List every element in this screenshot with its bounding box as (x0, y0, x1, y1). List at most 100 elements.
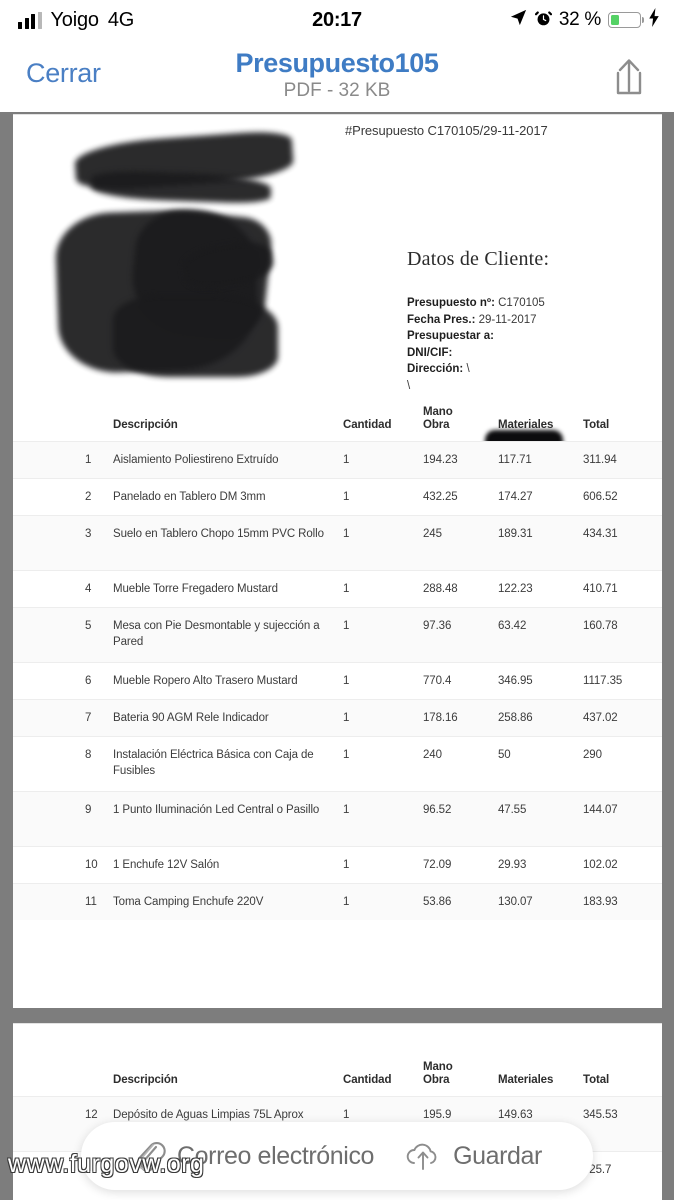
items-table-page-1: Descripción Cantidad Mano Obra Materiale… (13, 397, 662, 920)
title-block: Presupuesto105 PDF - 32 KB (0, 48, 674, 102)
charging-bolt-icon (648, 8, 660, 32)
alarm-clock-icon (534, 9, 552, 32)
row-description-cell: Mueble Ropero Alto Trasero Mustard (113, 675, 298, 687)
row-total-cell: 160.78 (583, 620, 618, 632)
row-quantity-cell: 1 (343, 1109, 350, 1121)
paperclip-icon (137, 1142, 166, 1172)
column-header-description: Descripción (113, 1074, 178, 1086)
share-up-arrow-icon (616, 59, 642, 95)
row-labor-cell: 288.48 (423, 583, 458, 595)
file-info-label: PDF - 32 KB (283, 80, 391, 102)
table-row: 11 Toma Camping Enchufe 220V 1 53.86 130.07 1… (13, 883, 662, 920)
table-row: 1 Aislamiento Poliestireno Extruído 1 194.2… (13, 441, 662, 478)
row-description-cell: Toma Camping Enchufe 220V (113, 896, 264, 908)
row-total-cell: 434.31 (583, 528, 618, 540)
row-total-cell: 1117.35 (583, 675, 623, 687)
pdf-page-1: #Presupuesto C170105/29-11-2017 Datos de… (13, 114, 662, 1008)
action-bar: Correo electrónico Guardar (81, 1122, 593, 1190)
column-header-materials: Materiales (498, 419, 554, 431)
row-description-cell: Aislamiento Poliestireno Extruído (113, 454, 279, 466)
status-bar-right: 32 % (509, 0, 660, 40)
email-action-button[interactable]: Correo electrónico (132, 1136, 374, 1176)
row-materials-cell: 63.42 (498, 620, 527, 632)
row-index-cell: 2 (85, 491, 92, 503)
row-quantity-cell: 1 (343, 675, 350, 687)
row-quantity-cell: 1 (343, 804, 350, 816)
row-labor-cell: 178.16 (423, 712, 458, 724)
table-header-row: Descripción Cantidad Mano Obra Materiale… (13, 397, 662, 441)
status-bar: Yoigo 4G 20:17 32 % (0, 0, 674, 40)
table-row: 7 Bateria 90 AGM Rele Indicador 1 178.16 258… (13, 699, 662, 736)
row-quantity-cell: 1 (343, 896, 350, 908)
row-index-cell: 1 (85, 454, 92, 466)
document-reference: #Presupuesto C170105/29-11-2017 (345, 123, 548, 138)
column-header-materials: Materiales (498, 1074, 554, 1086)
battery-percent-label: 32 % (558, 9, 601, 30)
row-description-cell: Mesa con Pie Desmontable y sujección a P… (113, 620, 320, 648)
table-row: 6 Mueble Ropero Alto Trasero Mustard 1 770.… (13, 662, 662, 699)
row-total-cell: 183.93 (583, 896, 618, 908)
row-index-cell: 10 (85, 859, 98, 871)
signal-bars-icon (18, 11, 42, 29)
client-field-row: \ (407, 379, 411, 392)
cloud-upload-icon (406, 1143, 437, 1170)
row-materials-cell: 50 (498, 749, 511, 761)
row-materials-cell: 29.93 (498, 859, 527, 871)
column-header-total: Total (583, 1074, 610, 1086)
client-details: Presupuesto nº: C170105 Fecha Pres.: 29-… (407, 295, 545, 394)
row-index-cell: 8 (85, 749, 92, 761)
table-row: 2 Panelado en Tablero DM 3mm 1 432.25 174.27… (13, 478, 662, 515)
row-index-cell: 11 (85, 896, 97, 908)
client-section-title: Datos de Cliente: (407, 248, 550, 270)
row-index-cell: 3 (85, 528, 92, 540)
row-materials-cell: 189.31 (498, 528, 533, 540)
row-quantity-cell: 1 (343, 454, 350, 466)
client-field-row: Presupuestar a: (407, 330, 494, 342)
email-action-label: Correo electrónico (177, 1141, 375, 1170)
row-description-cell: 1 Punto Iluminación Led Central o Pasill… (113, 804, 320, 816)
navigation-bar: Cerrar Presupuesto105 PDF - 32 KB (0, 40, 674, 112)
row-total-cell: 290 (583, 749, 602, 761)
row-labor-cell: 194.23 (423, 454, 458, 466)
row-index-cell: 7 (85, 712, 92, 724)
table-row: 10 1 Enchufe 12V Salón 1 72.09 29.93 102.02 (13, 846, 662, 883)
row-index-cell: 5 (85, 620, 92, 632)
network-type: 4G (107, 8, 135, 31)
row-total-cell: 144.07 (583, 804, 618, 816)
table-header-row: Descripción Cantidad Mano Obra Materiale… (13, 1052, 662, 1096)
row-labor-cell: 97.36 (423, 620, 452, 632)
status-bar-left: Yoigo 4G (18, 0, 134, 40)
row-materials-cell: 258.86 (498, 712, 533, 724)
client-field-row: Dirección: \ (407, 363, 470, 375)
row-index-cell: 9 (85, 804, 92, 816)
row-materials-cell: 47.55 (498, 804, 527, 816)
row-materials-cell: 117.71 (498, 454, 532, 466)
table-row: 3 Suelo en Tablero Chopo 15mm PVC Rollo 1 2… (13, 515, 662, 570)
pdf-viewer[interactable]: #Presupuesto C170105/29-11-2017 Datos de… (0, 112, 674, 1200)
row-labor-cell: 96.52 (423, 804, 452, 816)
row-total-cell: 410.71 (583, 583, 618, 595)
site-watermark: www.furgovw.org (8, 1150, 205, 1178)
row-labor-cell: 53.86 (423, 896, 452, 908)
row-description-cell: 1 Enchufe 12V Salón (113, 859, 220, 871)
row-quantity-cell: 1 (343, 620, 350, 632)
row-description-cell: Panelado en Tablero DM 3mm (113, 491, 266, 503)
row-materials-cell: 149.63 (498, 1109, 533, 1121)
column-header-quantity: Cantidad (343, 419, 392, 431)
client-field-row: Fecha Pres.: 29-11-2017 (407, 313, 537, 326)
share-button[interactable] (606, 53, 652, 101)
battery-icon (608, 12, 645, 28)
row-description-cell: Bateria 90 AGM Rele Indicador (113, 712, 269, 724)
row-description-cell: Suelo en Tablero Chopo 15mm PVC Rollo (113, 528, 324, 540)
save-action-label: Guardar (453, 1141, 542, 1170)
row-index-cell: 6 (85, 675, 92, 687)
row-labor-cell: 195.9 (423, 1109, 452, 1121)
row-materials-cell: 174.27 (498, 491, 533, 503)
column-header-labor: Mano Obra (423, 1061, 453, 1086)
close-button[interactable]: Cerrar (26, 58, 101, 88)
column-header-labor: Mano Obra (423, 406, 453, 431)
row-quantity-cell: 1 (343, 491, 350, 503)
page-title: Presupuesto105 (235, 48, 439, 78)
save-action-button[interactable]: Guardar (404, 1138, 542, 1174)
